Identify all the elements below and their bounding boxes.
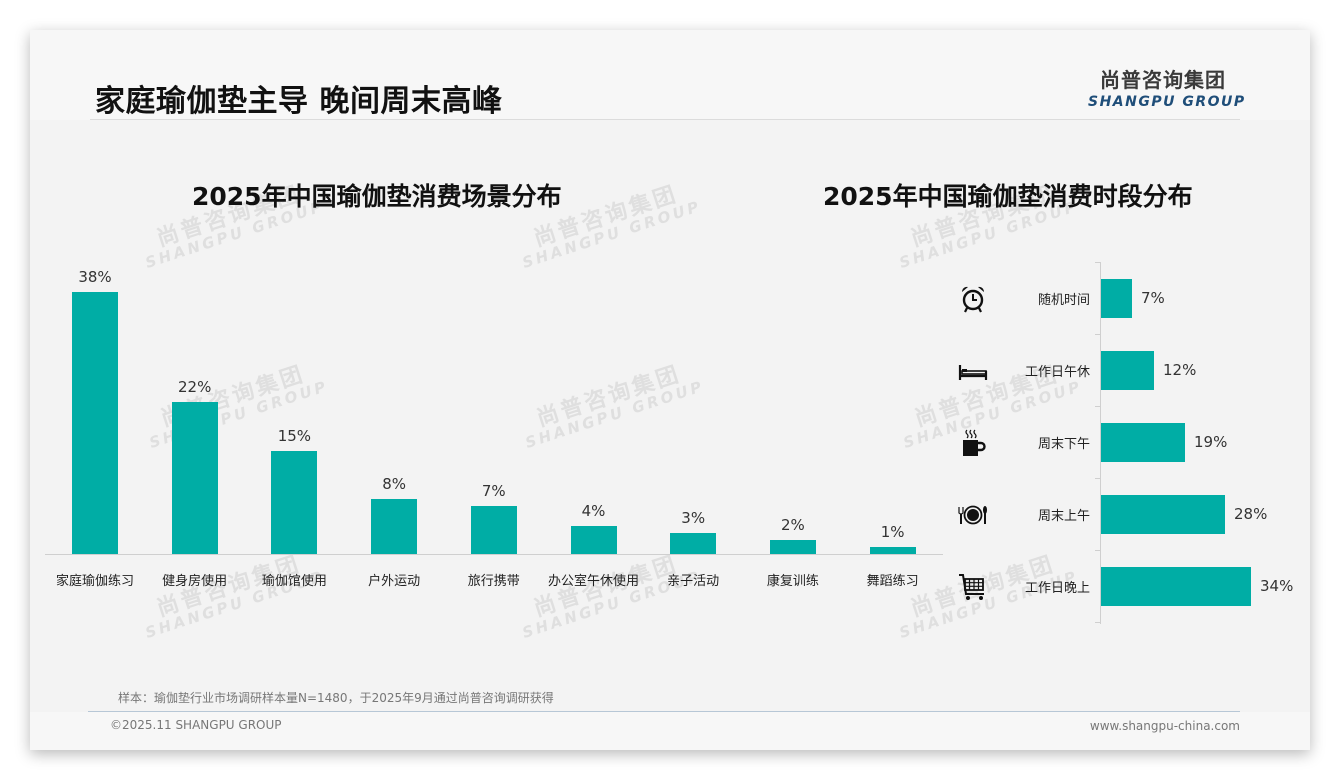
scene-chart-title: 2025年中国瑜伽垫消费场景分布 bbox=[192, 182, 562, 211]
bar bbox=[769, 540, 816, 554]
bar-value-label: 34% bbox=[1260, 577, 1294, 595]
bar-group: 38% 家庭瑜伽练习 bbox=[45, 260, 145, 600]
bar-group: 22% 健身房使用 bbox=[145, 260, 245, 600]
bar-group: 2% 康复训练 bbox=[743, 260, 843, 600]
x-axis-line bbox=[45, 554, 943, 555]
bar bbox=[171, 402, 218, 554]
logo-english-text: SHANGPU GROUP bbox=[1088, 94, 1246, 110]
time-bar-chart: 随机时间 7% 工作日午休 12% 周末下午 19% 周末上午 28% 工作日晚上 34% bbox=[945, 262, 1305, 624]
bar-value-label: 22% bbox=[178, 378, 212, 396]
category-label: 旅行携带 bbox=[467, 574, 520, 589]
bar bbox=[670, 533, 717, 554]
header-band bbox=[30, 30, 1310, 120]
bar bbox=[72, 292, 118, 554]
bar-row: 随机时间 7% bbox=[945, 262, 1305, 334]
category-label: 瑜伽馆使用 bbox=[261, 574, 327, 589]
bar bbox=[1101, 495, 1225, 534]
bar bbox=[271, 451, 318, 554]
axis-tick bbox=[1095, 550, 1100, 551]
category-label: 亲子活动 bbox=[667, 574, 720, 589]
bar-value-label: 1% bbox=[880, 523, 905, 541]
bar-group: 1% 舞蹈练习 bbox=[843, 260, 943, 600]
category-label: 康复训练 bbox=[766, 574, 819, 589]
bar-group: 15% 瑜伽馆使用 bbox=[244, 260, 344, 600]
hot-coffee-mug-icon bbox=[957, 428, 989, 458]
bar-value-label: 38% bbox=[78, 268, 112, 286]
bar-value-label: 7% bbox=[1141, 289, 1165, 307]
category-label: 健身房使用 bbox=[162, 574, 228, 589]
bar-group: 7% 旅行携带 bbox=[444, 260, 544, 600]
time-chart-title: 2025年中国瑜伽垫消费时段分布 bbox=[823, 182, 1193, 211]
axis-tick bbox=[1095, 262, 1100, 263]
category-label: 工作日午休 bbox=[1024, 365, 1090, 380]
bar-value-label: 15% bbox=[277, 427, 312, 445]
axis-tick bbox=[1095, 478, 1100, 479]
footer-band bbox=[30, 712, 1310, 750]
axis-tick bbox=[1095, 406, 1100, 407]
y-axis-line bbox=[1100, 262, 1101, 624]
category-label: 办公室午休使用 bbox=[547, 574, 639, 589]
bar-row: 周末下午 19% bbox=[945, 406, 1305, 478]
bar-group: 4% 办公室午休使用 bbox=[544, 260, 644, 600]
bar-value-label: 4% bbox=[581, 502, 606, 520]
shopping-cart-icon bbox=[957, 572, 989, 602]
bar bbox=[869, 547, 916, 554]
category-label: 家庭瑜伽练习 bbox=[55, 574, 134, 589]
bar bbox=[1101, 279, 1132, 318]
logo-chinese-text: 尚普咨询集团 bbox=[1100, 68, 1226, 92]
bar-value-label: 2% bbox=[780, 516, 805, 534]
bar-row: 工作日晚上 34% bbox=[945, 550, 1305, 622]
category-label: 户外运动 bbox=[368, 574, 421, 589]
axis-tick bbox=[1095, 334, 1100, 335]
bar-value-label: 12% bbox=[1163, 361, 1197, 379]
category-label: 周末上午 bbox=[1037, 509, 1090, 524]
company-logo: 尚普咨询集团 SHANGPU GROUP bbox=[1088, 64, 1246, 110]
copyright-text: ©2025.11 SHANGPU GROUP bbox=[110, 718, 282, 732]
category-label: 工作日晚上 bbox=[1024, 581, 1090, 596]
bar-value-label: 7% bbox=[481, 482, 506, 500]
bed-icon bbox=[957, 356, 989, 386]
website-link[interactable]: www.shangpu-china.com bbox=[1089, 719, 1240, 733]
footer-divider bbox=[88, 711, 1240, 712]
scene-bar-chart: 38% 家庭瑜伽练习 22% 健身房使用 15% 瑜伽馆使用 8% 户外运动 7% 旅行携带 4% 办… bbox=[45, 260, 943, 600]
bar-value-label: 19% bbox=[1194, 433, 1228, 451]
bar bbox=[1101, 351, 1154, 390]
bar bbox=[570, 526, 617, 554]
page-title: 家庭瑜伽垫主导 晚间周末高峰 bbox=[95, 84, 503, 119]
sample-note: 样本：瑜伽垫行业市场调研样本量N=1480，于2025年9月通过尚普咨询调研获得 bbox=[118, 691, 554, 705]
bar bbox=[1101, 423, 1185, 462]
bar-row: 工作日午休 12% bbox=[945, 334, 1305, 406]
category-label: 随机时间 bbox=[1037, 293, 1090, 308]
slide: 尚普咨询集团 SHANGPU GROUP 尚普咨询集团 SHANGPU GROUP 尚普… bbox=[30, 30, 1310, 750]
axis-tick bbox=[1095, 622, 1100, 623]
category-label: 周末下午 bbox=[1037, 437, 1090, 452]
title-divider bbox=[90, 119, 1240, 120]
bar bbox=[1101, 567, 1251, 606]
plate-cutlery-icon bbox=[957, 500, 989, 530]
bar bbox=[371, 499, 418, 554]
category-label: 舞蹈练习 bbox=[866, 574, 919, 589]
bar-value-label: 8% bbox=[382, 475, 406, 493]
bar-group: 3% 亲子活动 bbox=[643, 260, 743, 600]
bar-value-label: 3% bbox=[681, 509, 706, 527]
bar-value-label: 28% bbox=[1234, 505, 1268, 523]
bar-group: 8% 户外运动 bbox=[344, 260, 444, 600]
bar bbox=[470, 506, 517, 554]
bar-row: 周末上午 28% bbox=[945, 478, 1305, 550]
alarm-clock-icon bbox=[957, 284, 989, 314]
